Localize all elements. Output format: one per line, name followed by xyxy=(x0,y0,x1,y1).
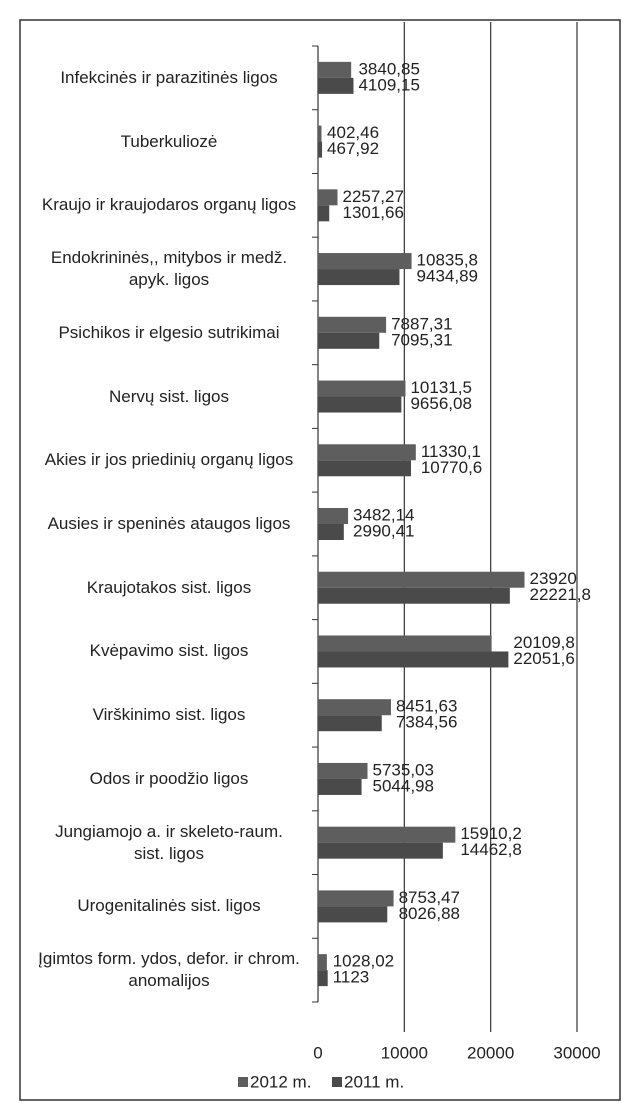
legend-swatch xyxy=(332,1077,342,1087)
y-tick-label: Kraujo ir kraujodaros organų ligos xyxy=(41,195,297,215)
x-tick-label: 30000 xyxy=(553,1043,600,1062)
frame xyxy=(19,19,621,1101)
bar xyxy=(318,125,322,142)
y-tick-label: Odos ir poodžio ligos xyxy=(89,768,249,788)
value-label: 5735,03 xyxy=(373,760,434,779)
bar xyxy=(318,77,354,94)
bar xyxy=(318,762,368,779)
value-label: 20109,8 xyxy=(513,633,574,652)
value-label: 14462,8 xyxy=(460,840,521,859)
value-label: 402,46 xyxy=(327,123,379,142)
y-tick-label: Endokrininės,, mitybos ir medž. apyk. li… xyxy=(50,248,288,290)
bar xyxy=(318,826,456,843)
value-label: 8451,63 xyxy=(396,697,457,716)
x-tick-label: 10000 xyxy=(381,1043,428,1062)
value-label: 467,92 xyxy=(327,139,379,158)
bar xyxy=(318,635,492,652)
y-tick-label: Virškinimo sist. ligos xyxy=(92,705,246,725)
y-tick-label: Tuberkuliozė xyxy=(120,131,218,151)
bar xyxy=(318,508,349,524)
bar xyxy=(318,316,387,333)
bar xyxy=(318,524,344,540)
bar xyxy=(318,571,525,588)
value-label: 7887,31 xyxy=(391,314,452,333)
value-label: 8026,88 xyxy=(399,904,460,923)
y-tick-label: Nervų sist. ligos xyxy=(109,386,229,406)
bar xyxy=(318,205,330,222)
bar xyxy=(318,269,400,286)
value-label: 22221,8 xyxy=(530,585,591,604)
legend-swatch xyxy=(238,1077,248,1087)
value-label: 10835,8 xyxy=(417,251,478,270)
bar xyxy=(318,444,416,461)
bar xyxy=(318,61,352,78)
value-label: 4109,15 xyxy=(358,75,419,94)
value-label: 1028,02 xyxy=(333,952,394,971)
legend-label: 2011 m. xyxy=(344,1072,404,1091)
bar xyxy=(318,141,323,158)
value-label: 2990,41 xyxy=(353,521,414,540)
value-label: 1301,66 xyxy=(342,203,403,222)
bar xyxy=(318,954,327,971)
bar xyxy=(318,460,411,477)
value-label: 3840,85 xyxy=(358,59,419,78)
bar xyxy=(318,651,509,668)
y-tick-label: Kvėpavimo sist. ligos xyxy=(89,641,249,661)
y-tick-label: Urogenitalinės sist. ligos xyxy=(77,896,261,916)
bar xyxy=(318,587,510,604)
bar xyxy=(318,380,406,397)
bar xyxy=(318,396,402,413)
bar xyxy=(318,699,391,716)
y-tick-label: Infekcinės ir parazitinės ligos xyxy=(60,67,278,87)
value-label: 10131,5 xyxy=(410,378,471,397)
y-tick-label: Ausies ir speninės ataugos ligos xyxy=(47,513,291,533)
x-tick-label: 20000 xyxy=(467,1043,514,1062)
bar xyxy=(318,189,338,206)
y-tick-label: Kraujotakos sist. ligos xyxy=(86,577,252,597)
bar xyxy=(318,970,328,987)
bar xyxy=(318,332,380,349)
value-label: 7384,56 xyxy=(396,713,457,732)
value-label: 5044,98 xyxy=(373,776,434,795)
y-tick-label: Jungiamojo a. ir skeleto-raum. sist. lig… xyxy=(55,821,283,863)
legend-label: 2012 m. xyxy=(250,1072,311,1091)
value-label: 9656,08 xyxy=(410,394,471,413)
value-label: 1123 xyxy=(333,968,370,987)
value-label: 10770,6 xyxy=(421,458,482,477)
bar xyxy=(318,778,362,795)
y-tick-label: Akies ir jos priedinių organų ligos xyxy=(44,450,294,470)
value-label: 22051,6 xyxy=(513,649,574,668)
x-tick-label: 0 xyxy=(313,1043,322,1062)
value-label: 23920 xyxy=(530,569,577,588)
bar xyxy=(318,890,394,907)
value-label: 7095,31 xyxy=(391,330,452,349)
value-label: 2257,27 xyxy=(342,187,403,206)
bar xyxy=(318,253,412,270)
y-tick-label: Psichikos ir elgesio sutrikimai xyxy=(58,322,280,342)
value-label: 15910,2 xyxy=(460,824,521,843)
value-label: 9434,89 xyxy=(417,267,478,286)
value-label: 11330,1 xyxy=(421,442,481,461)
value-label: 3482,14 xyxy=(353,505,414,524)
bar xyxy=(318,906,388,923)
y-tick-label: Įgimtos form. ydos, defor. ir chrom. ano… xyxy=(38,949,300,991)
value-label: 8753,47 xyxy=(399,888,460,907)
bar xyxy=(318,842,443,859)
bar xyxy=(318,715,382,732)
